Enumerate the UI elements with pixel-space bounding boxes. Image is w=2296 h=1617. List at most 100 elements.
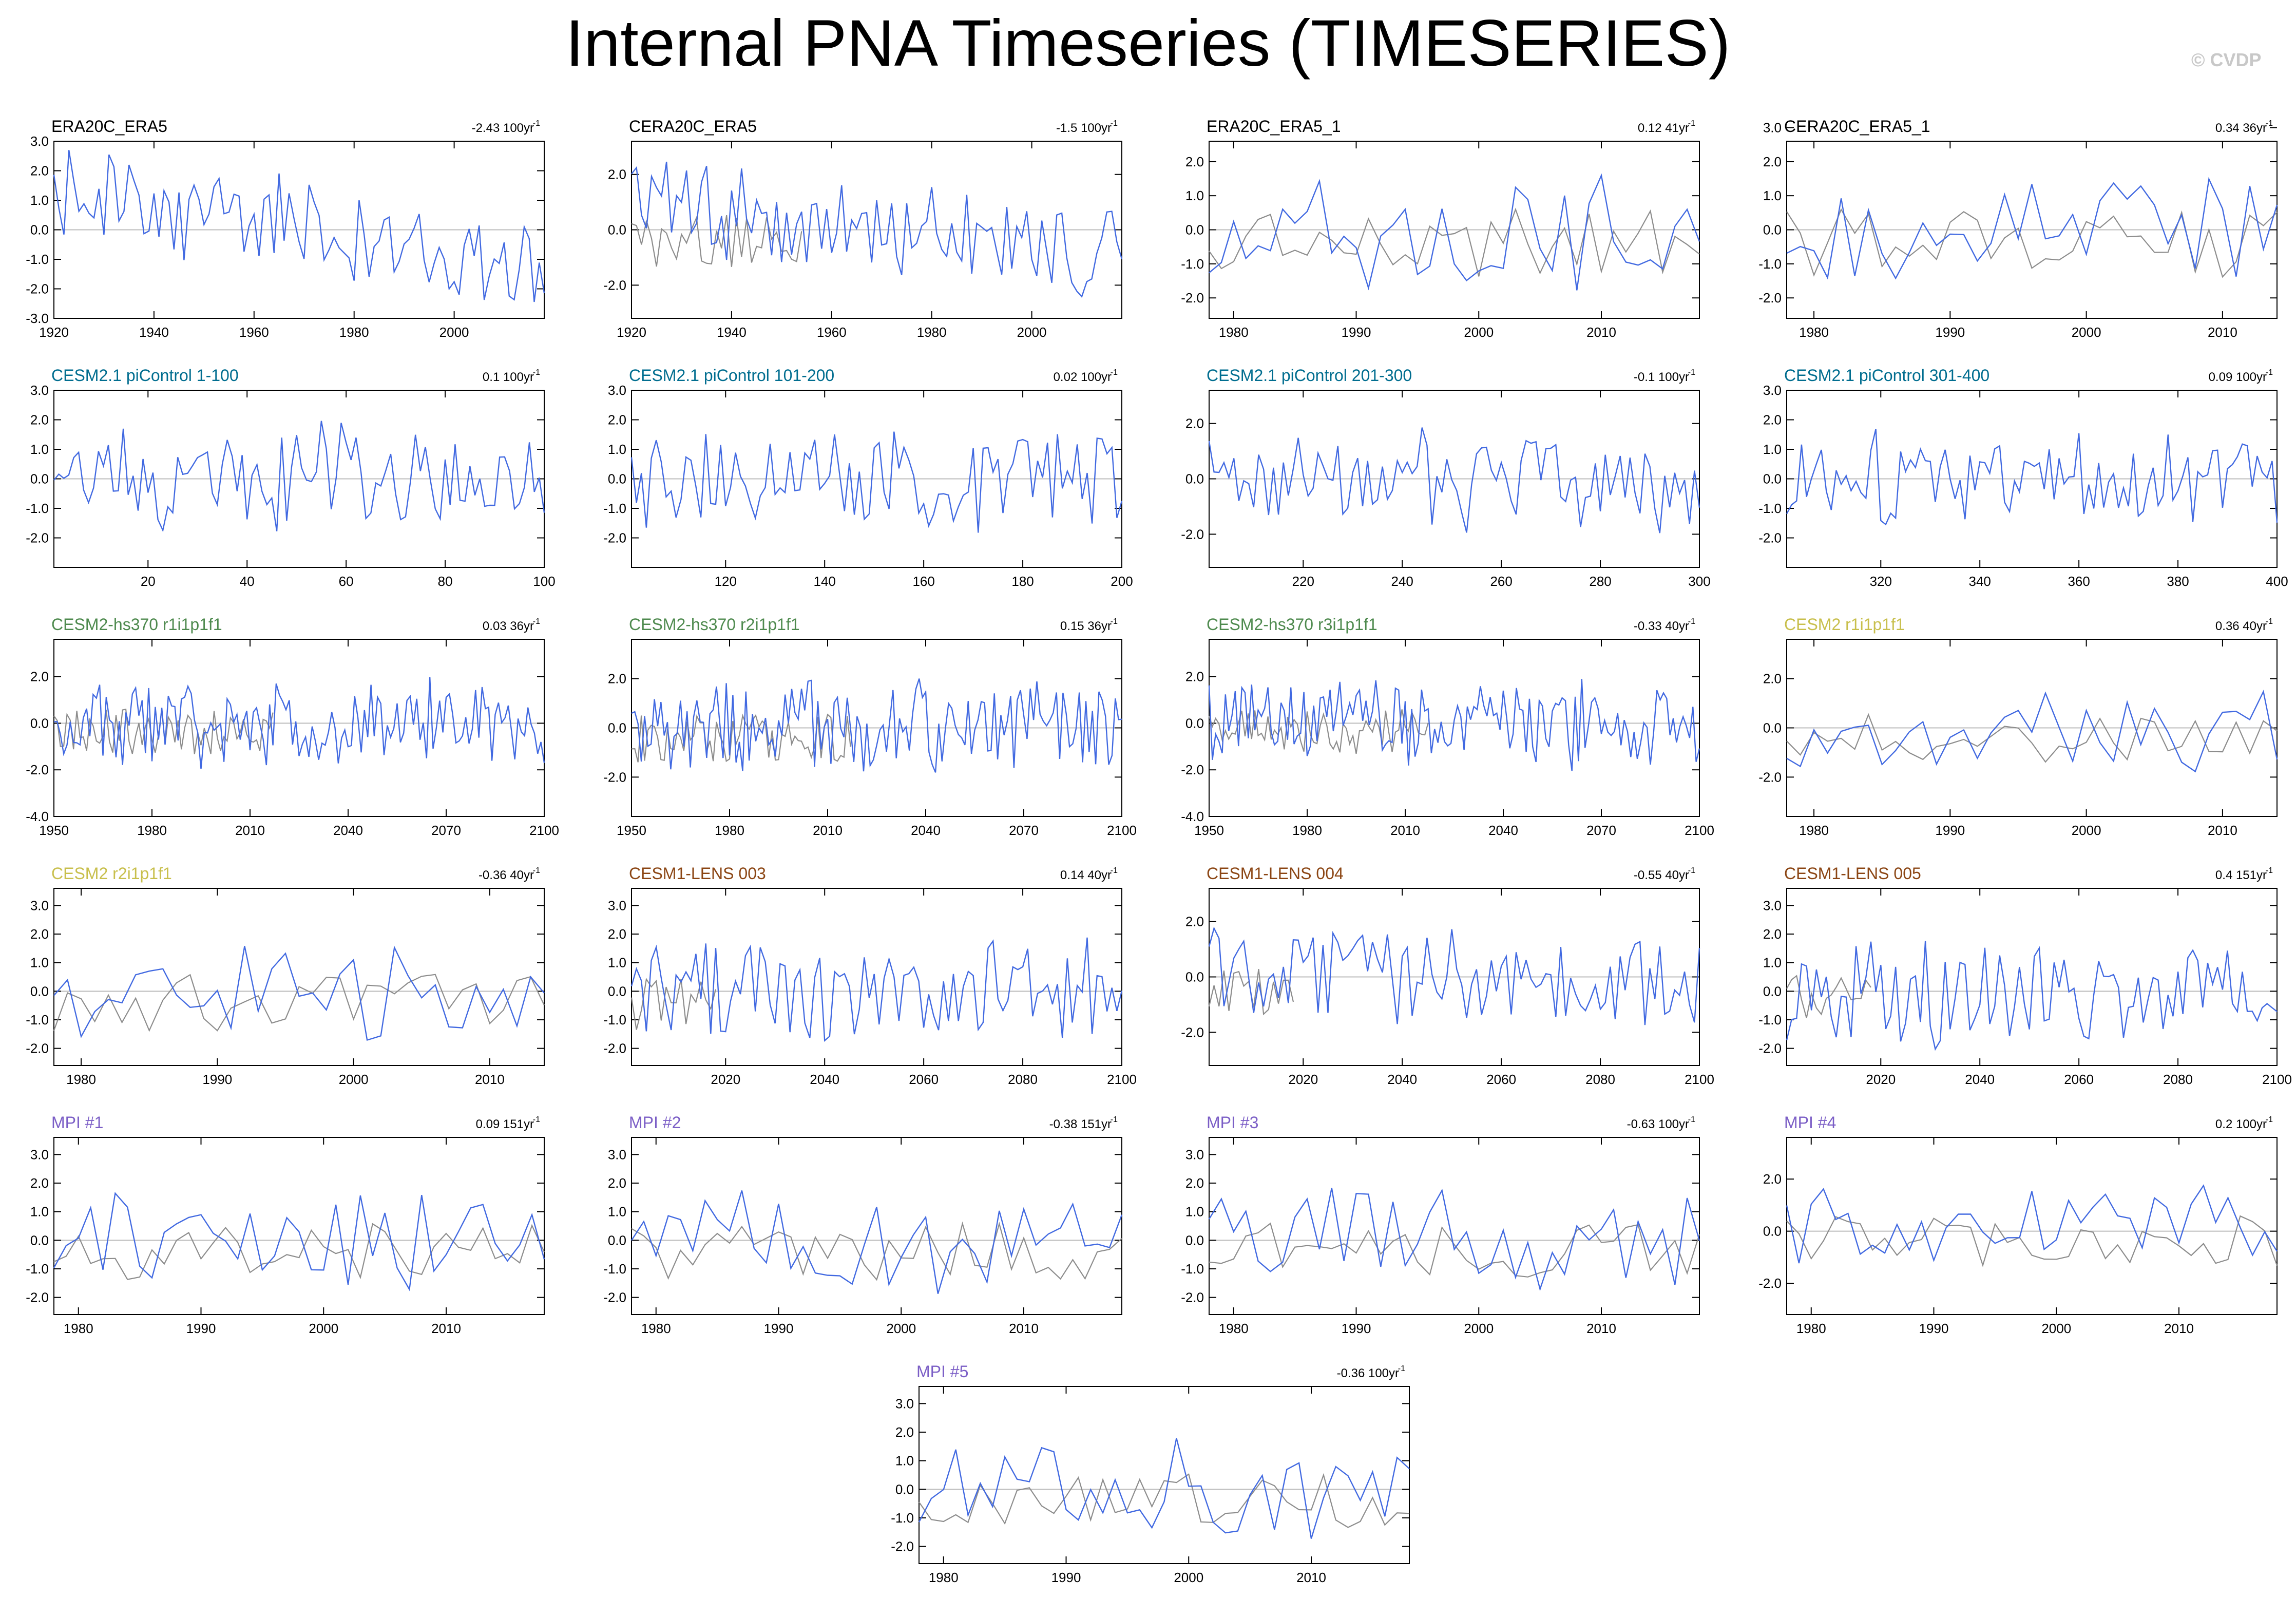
y-tick-label: 0.0 xyxy=(30,471,49,487)
x-tick-label: 2080 xyxy=(2163,1072,2193,1087)
plot-frame xyxy=(631,1137,1122,1315)
x-tick-label: 1980 xyxy=(339,325,369,340)
x-tick-label: 2020 xyxy=(1288,1072,1318,1087)
x-tick-label: 1990 xyxy=(202,1072,232,1087)
x-tick-label: 1990 xyxy=(1935,823,1965,838)
x-tick-label: 1980 xyxy=(137,823,167,838)
x-tick-label: 1980 xyxy=(1796,1321,1826,1336)
y-tick-label: -3.0 xyxy=(26,311,49,326)
observed-series-line xyxy=(53,974,545,1032)
x-tick-label: 2020 xyxy=(711,1072,740,1087)
y-tick-label: -1.0 xyxy=(26,252,49,267)
y-tick-label: 2.0 xyxy=(608,167,626,182)
trend-exponent: -1 xyxy=(533,1115,540,1124)
model-series-line xyxy=(1786,690,2278,773)
y-tick-label: 2.0 xyxy=(1763,154,1782,169)
x-tick-label: 160 xyxy=(912,574,934,589)
y-tick-label: 0.0 xyxy=(1763,983,1782,999)
x-tick-label: 2010 xyxy=(2164,1321,2194,1336)
y-tick-label: -2.0 xyxy=(603,769,626,785)
trend-exponent: -1 xyxy=(1688,368,1695,377)
x-tick-label: 1980 xyxy=(64,1321,93,1336)
y-tick-label: -2.0 xyxy=(1181,1290,1204,1305)
trend-label: 0.34 36yr xyxy=(2215,121,2267,135)
trend-label: -0.63 100yr xyxy=(1627,1117,1689,1131)
panel-17: MPI #1 0.09 151yr-1 3.0 2.0 1.0 0.0 -1.0 -2.0 19… xyxy=(26,1113,545,1336)
trend-label: -0.55 40yr xyxy=(1634,868,1689,882)
x-tick-label: 2000 xyxy=(439,325,469,340)
y-tick-label: 1.0 xyxy=(1763,955,1782,971)
x-tick-label: 2060 xyxy=(1486,1072,1516,1087)
y-tick-label: -2.0 xyxy=(1758,1041,1782,1056)
y-tick-label: -2.0 xyxy=(1181,526,1204,542)
y-tick-label: 0.0 xyxy=(1763,222,1782,238)
x-tick-label: 1990 xyxy=(1342,1321,1371,1336)
x-tick-label: 1980 xyxy=(1799,325,1829,340)
x-tick-label: 1980 xyxy=(641,1321,671,1336)
y-tick-label: 2.0 xyxy=(608,412,626,428)
panel-5: CESM2.1 piControl 1-100 0.1 100yr-1 3.0 2.0… xyxy=(26,366,556,589)
observed-series-line xyxy=(1786,1215,2278,1267)
y-tick-label: 3.0 xyxy=(1763,383,1782,398)
y-tick-label: 1.0 xyxy=(30,193,49,208)
y-tick-label: 0.0 xyxy=(30,1232,49,1248)
x-tick-label: 1960 xyxy=(239,325,269,340)
y-tick-label: 2.0 xyxy=(1763,1171,1782,1187)
x-tick-label: 200 xyxy=(1111,574,1133,589)
y-tick-label: -2.0 xyxy=(891,1539,914,1554)
plot-frame xyxy=(53,888,545,1066)
trend-label: -2.43 100yr xyxy=(472,121,534,135)
model-series-line xyxy=(1209,173,1700,291)
x-tick-label: 1980 xyxy=(715,823,744,838)
x-tick-label: 2100 xyxy=(1685,1072,1714,1087)
y-tick-label: -2.0 xyxy=(1758,1276,1782,1291)
y-tick-label: -1.0 xyxy=(1758,1012,1782,1028)
panel-7: CESM2.1 piControl 201-300 -0.1 100yr-1 2.0… xyxy=(1181,366,1711,589)
y-tick-label: 3.0 xyxy=(1763,120,1782,135)
panel-19: MPI #3 -0.63 100yr-1 3.0 2.0 1.0 0.0 -1.0 -2.0 1… xyxy=(1181,1113,1700,1336)
x-tick-label: 1980 xyxy=(1292,823,1322,838)
y-tick-label: 1.0 xyxy=(1763,442,1782,457)
y-tick-label: 1.0 xyxy=(30,1204,49,1220)
panel-title: ERA20C_ERA5_1 xyxy=(1207,117,1341,136)
x-tick-label: 2000 xyxy=(1174,1570,1203,1585)
y-tick-label: 3.0 xyxy=(608,1147,626,1162)
x-tick-label: 120 xyxy=(715,574,737,589)
x-tick-label: 2010 xyxy=(1390,823,1420,838)
x-tick-label: 2080 xyxy=(1008,1072,1038,1087)
x-tick-label: 1980 xyxy=(929,1570,959,1585)
trend-label: 0.03 36yr xyxy=(483,619,534,633)
panel-16: CESM1-LENS 005 0.4 151yr-1 3.0 2.0 1.0 0.0 -1.… xyxy=(1758,864,2292,1087)
y-tick-label: 1.0 xyxy=(608,1204,626,1220)
trend-exponent: -1 xyxy=(1111,119,1118,128)
x-tick-label: 2040 xyxy=(1488,823,1518,838)
model-series-line xyxy=(53,677,545,769)
model-series-line xyxy=(630,431,1123,533)
model-series-line xyxy=(1208,427,1700,534)
x-tick-label: 2010 xyxy=(475,1072,505,1087)
panel-title: CESM2 r1i1p1f1 xyxy=(1784,615,1905,634)
x-tick-label: 320 xyxy=(1870,574,1892,589)
y-tick-label: -1.0 xyxy=(603,1261,626,1277)
x-tick-label: 220 xyxy=(1292,574,1314,589)
trend-exponent: -1 xyxy=(1688,119,1695,128)
figure-title: Internal PNA Timeseries (TIMESERIES) xyxy=(565,7,1731,80)
y-tick-label: 3.0 xyxy=(30,898,49,913)
observed-series-line xyxy=(631,1221,1122,1281)
y-tick-label: -2.0 xyxy=(1181,762,1204,777)
x-tick-label: 2000 xyxy=(1464,325,1494,340)
x-tick-label: 2000 xyxy=(1464,1321,1494,1336)
y-tick-label: 3.0 xyxy=(30,134,49,149)
panel-title: MPI #4 xyxy=(1784,1113,1836,1132)
x-tick-label: 1960 xyxy=(817,325,847,340)
trend-exponent: -1 xyxy=(2266,119,2273,128)
model-series-line xyxy=(1786,1184,2278,1264)
model-series-line xyxy=(1208,1188,1700,1291)
x-tick-label: 1950 xyxy=(617,823,646,838)
y-tick-label: 2.0 xyxy=(608,926,626,942)
plot-frame xyxy=(1786,1137,2278,1315)
y-tick-label: -2.0 xyxy=(1181,1024,1204,1040)
trend-exponent: -1 xyxy=(2266,866,2273,875)
y-tick-label: 3.0 xyxy=(30,383,49,398)
x-tick-label: 240 xyxy=(1391,574,1413,589)
